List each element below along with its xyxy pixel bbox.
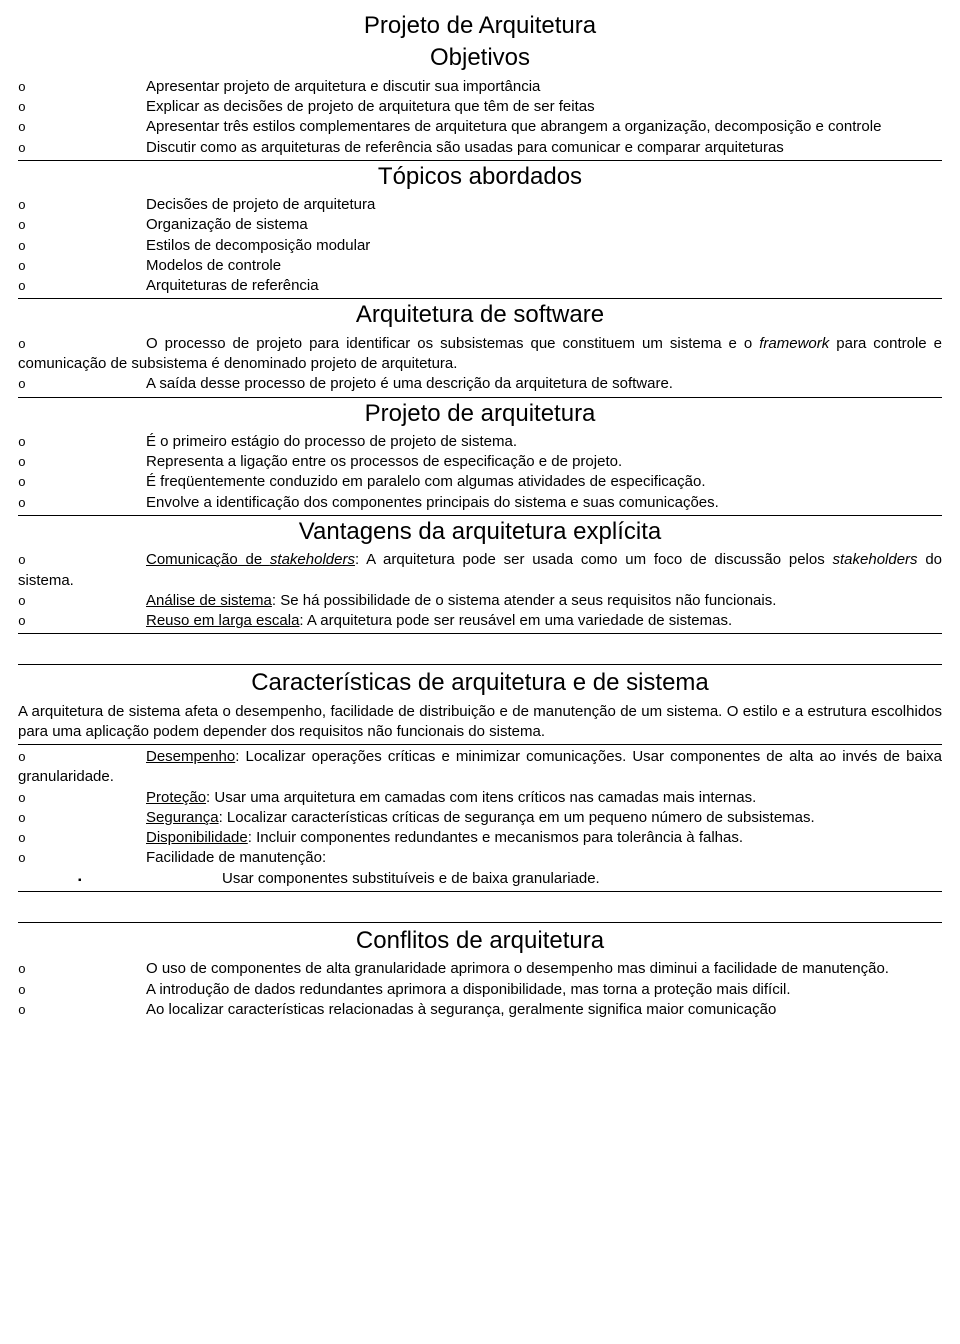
item-text: Explicar as decisões de projeto de arqui… [146, 98, 595, 115]
list-item: oRepresenta a ligação entre os processos… [18, 452, 942, 472]
item-text: É o primeiro estágio do processo de proj… [146, 433, 517, 450]
list-item: oEnvolve a identificação dos componentes… [18, 493, 942, 513]
list-item: oApresentar três estilos complementares … [18, 117, 942, 137]
list-item: oFacilidade de manutenção: [18, 848, 942, 868]
list-item: oDiscutir como as arquiteturas de referê… [18, 138, 942, 158]
list-item: oO uso de componentes de alta granularid… [18, 959, 942, 979]
list-item: oComunicação de stakeholders: A arquitet… [18, 550, 942, 591]
item-text: Ao localizar características relacionada… [146, 1001, 776, 1018]
list-item: oModelos de controle [18, 256, 942, 276]
item-text: : Usar uma arquitetura em camadas com it… [206, 789, 756, 806]
item-text: Comunicação de stakeholders [146, 551, 355, 568]
list-item: oExplicar as decisões de projeto de arqu… [18, 97, 942, 117]
sub-list-item: ▪Usar componentes substituíveis e de bai… [18, 869, 942, 889]
paragraph: A arquitetura de sistema afeta o desempe… [18, 702, 942, 743]
item-text: Organização de sistema [146, 216, 308, 233]
list-item: oAnálise de sistema: Se há possibilidade… [18, 591, 942, 611]
item-text: É freqüentemente conduzido em paralelo c… [146, 473, 706, 490]
item-text: Reuso em larga escala [146, 612, 299, 629]
heading-vantagens: Vantagens da arquitetura explícita [18, 515, 942, 548]
list-item: oArquiteturas de referência [18, 276, 942, 296]
item-text: Representa a ligação entre os processos … [146, 453, 622, 470]
divider [18, 922, 942, 923]
item-text: Usar componentes substituíveis e de baix… [222, 870, 600, 887]
list-item: oA saída desse processo de projeto é uma… [18, 374, 942, 394]
item-text: : Se há possibilidade de o sistema atend… [272, 592, 776, 609]
list-item: oEstilos de decomposição modular [18, 236, 942, 256]
heading-caract: Características de arquitetura e de sist… [18, 667, 942, 699]
divider [18, 664, 942, 665]
heading-projarq: Projeto de arquitetura [18, 397, 942, 430]
divider [18, 633, 942, 634]
list-item: oReuso em larga escala: A arquitetura po… [18, 611, 942, 631]
item-text: : Incluir componentes redundantes e meca… [248, 829, 743, 846]
list-item: oA introdução de dados redundantes aprim… [18, 980, 942, 1000]
item-text: A introdução de dados redundantes aprimo… [146, 981, 791, 998]
list-item: oOrganização de sistema [18, 215, 942, 235]
list-item: oApresentar projeto de arquitetura e dis… [18, 77, 942, 97]
item-text: Envolve a identificação dos componentes … [146, 494, 719, 511]
list-item: oÉ o primeiro estágio do processo de pro… [18, 432, 942, 452]
list-item: oProteção: Usar uma arquitetura em camad… [18, 788, 942, 808]
item-text: Apresentar projeto de arquitetura e disc… [146, 78, 540, 95]
item-text: Segurança [146, 809, 219, 826]
heading-arqsoft: Arquitetura de software [18, 298, 942, 331]
item-text: Apresentar três estilos complementares d… [146, 118, 881, 135]
heading-topicos: Tópicos abordados [18, 160, 942, 193]
list-item: oDecisões de projeto de arquitetura [18, 195, 942, 215]
list-item: oAo localizar características relacionad… [18, 1000, 942, 1020]
list-item: oO processo de projeto para identificar … [18, 334, 942, 375]
item-text: Arquiteturas de referência [146, 277, 319, 294]
heading-conflitos: Conflitos de arquitetura [18, 925, 942, 957]
divider [18, 891, 942, 892]
item-text: Estilos de decomposição modular [146, 237, 370, 254]
page-title: Projeto de Arquitetura [18, 10, 942, 42]
item-text: : A arquitetura pode ser reusável em uma… [299, 612, 732, 629]
item-text: Decisões de projeto de arquitetura [146, 196, 375, 213]
italic-text: framework [759, 335, 829, 352]
italic-text: stakeholders [833, 551, 918, 568]
item-text: Disponibilidade [146, 829, 248, 846]
heading-objetivos: Objetivos [18, 42, 942, 74]
item-text: : A arquitetura pode ser usada como um f… [355, 551, 833, 568]
list-item: oSegurança: Localizar características cr… [18, 808, 942, 828]
item-text: Análise de sistema [146, 592, 272, 609]
item-text: A saída desse processo de projeto é uma … [146, 375, 673, 392]
item-text: : Localizar características críticas de … [219, 809, 815, 826]
item-text: Proteção [146, 789, 206, 806]
item-text: Facilidade de manutenção: [146, 849, 326, 866]
list-item: oÉ freqüentemente conduzido em paralelo … [18, 472, 942, 492]
item-text: O processo de projeto para identificar o… [146, 335, 759, 352]
item-text: Discutir como as arquiteturas de referên… [146, 139, 784, 156]
divider [18, 744, 942, 745]
item-text: Desempenho [146, 748, 235, 765]
list-item: oDesempenho: Localizar operações crítica… [18, 747, 942, 788]
item-text: O uso de componentes de alta granularida… [146, 960, 889, 977]
item-text: Modelos de controle [146, 257, 281, 274]
list-item: oDisponibilidade: Incluir componentes re… [18, 828, 942, 848]
